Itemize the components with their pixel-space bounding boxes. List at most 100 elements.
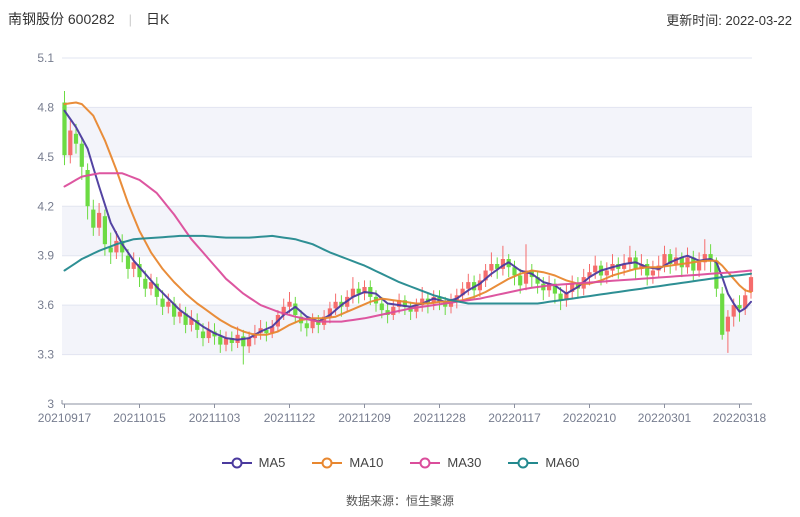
legend-item-ma5[interactable]: MA5: [221, 455, 286, 470]
svg-text:20211015: 20211015: [113, 411, 166, 425]
update-time: 更新时间: 2022-03-22: [666, 12, 792, 28]
candle-body: [558, 293, 563, 301]
candle-body: [518, 275, 523, 286]
candle-body: [350, 288, 355, 297]
candle-body: [420, 298, 425, 306]
stock-name: 南钢股份: [8, 11, 64, 27]
svg-text:20220301: 20220301: [638, 411, 692, 425]
chart-legend: MA5 MA10 MA30 MA60: [0, 455, 800, 470]
data-source-note: 数据来源：恒生聚源: [345, 494, 454, 508]
svg-text:20220210: 20220210: [563, 411, 617, 425]
legend-item-ma30[interactable]: MA30: [409, 455, 481, 470]
candle-body: [241, 336, 246, 347]
svg-text:20211103: 20211103: [189, 411, 241, 425]
y-axis-labels: 5.1 4.8 4.5 4.2 3.9 3.6 3.3 3: [37, 51, 54, 411]
candle-body: [645, 264, 650, 276]
header-separator: |: [128, 11, 132, 27]
candle-body: [223, 338, 229, 345]
svg-text:20211122: 20211122: [264, 411, 316, 425]
candle-body: [708, 254, 713, 261]
candle-body: [195, 320, 200, 330]
candle-body: [391, 306, 396, 315]
candle-body: [431, 296, 436, 304]
candle-body: [737, 305, 742, 309]
candle-body: [120, 240, 125, 253]
candle-body: [460, 288, 465, 296]
candle-body: [466, 282, 471, 289]
candle-body: [293, 303, 298, 315]
candle-body: [668, 254, 673, 264]
x-axis: [61, 400, 752, 408]
candle-body: [114, 240, 119, 253]
candle-body: [622, 264, 627, 269]
candle-body: [200, 331, 206, 339]
candle-body: [189, 318, 194, 325]
candle-body: [148, 282, 154, 289]
candle-body: [160, 298, 165, 307]
svg-text:4.8: 4.8: [37, 100, 54, 114]
candle-body: [97, 212, 102, 228]
candle-body: [639, 264, 644, 269]
candle-body: [183, 313, 188, 325]
candle-body: [679, 257, 684, 268]
candle-body: [500, 259, 505, 269]
candle-body: [247, 338, 252, 347]
kline-chart[interactable]: 5.1 4.8 4.5 4.2 3.9 3.6 3.3 3 20210917 20211015 20…: [0, 0, 800, 432]
svg-text:4.2: 4.2: [37, 199, 54, 213]
candle-body: [102, 216, 107, 245]
svg-text:4.5: 4.5: [37, 150, 54, 164]
legend-marker-icon: [312, 457, 343, 468]
candle-body: [154, 283, 159, 297]
candle-body: [131, 262, 136, 269]
x-axis-labels: 20210917 20211015 20211103 20211122 20211209…: [38, 411, 767, 425]
candle-body: [743, 295, 748, 309]
candle-body: [73, 133, 79, 144]
candle-body: [587, 272, 592, 278]
candle-body: [264, 329, 269, 334]
svg-text:3: 3: [47, 397, 54, 411]
candle-body: [362, 287, 367, 294]
stock-code: 600282: [67, 11, 115, 27]
candle-body: [310, 320, 315, 329]
candle-body: [68, 130, 73, 156]
period-tab-daily-k[interactable]: 日K: [146, 11, 170, 27]
ma30-line: [63, 172, 752, 323]
candle-body: [552, 283, 557, 294]
candle-body: [662, 254, 667, 266]
svg-text:20210917: 20210917: [38, 411, 92, 425]
candle-body: [108, 247, 113, 253]
candle-body: [166, 301, 171, 307]
candle-body: [356, 288, 361, 294]
candle-body: [333, 301, 338, 309]
candle-body: [725, 316, 730, 332]
candle-body: [327, 308, 332, 317]
legend-label: MA5: [258, 455, 286, 470]
candle-body: [627, 257, 632, 264]
candle-body: [523, 270, 529, 284]
svg-text:20220117: 20220117: [488, 411, 541, 425]
candle-body: [535, 277, 540, 284]
candle-body: [304, 323, 309, 329]
ma10-line: [63, 101, 752, 336]
header: 南钢股份 600282 | 日K 更新时间: 2022-03-22: [0, 8, 800, 30]
candle-body: [731, 305, 736, 317]
candle-body: [270, 326, 275, 334]
legend-marker-icon: [508, 457, 539, 468]
candle-body: [402, 300, 407, 307]
legend-item-ma10[interactable]: MA10: [311, 455, 383, 470]
candle-body: [564, 292, 569, 301]
candle-body: [287, 301, 292, 307]
candle-body: [172, 303, 177, 317]
candle-body: [512, 267, 517, 276]
ma5-line: [63, 109, 752, 341]
candle-body: [477, 280, 482, 291]
candle-body: [748, 277, 754, 292]
candle-body: [547, 283, 552, 291]
candle-body: [489, 264, 494, 271]
legend-item-ma60[interactable]: MA60: [507, 455, 579, 470]
candle-body: [650, 270, 655, 276]
svg-text:5.1: 5.1: [37, 51, 54, 65]
legend-label: MA10: [349, 455, 384, 470]
candle-body: [697, 262, 702, 271]
